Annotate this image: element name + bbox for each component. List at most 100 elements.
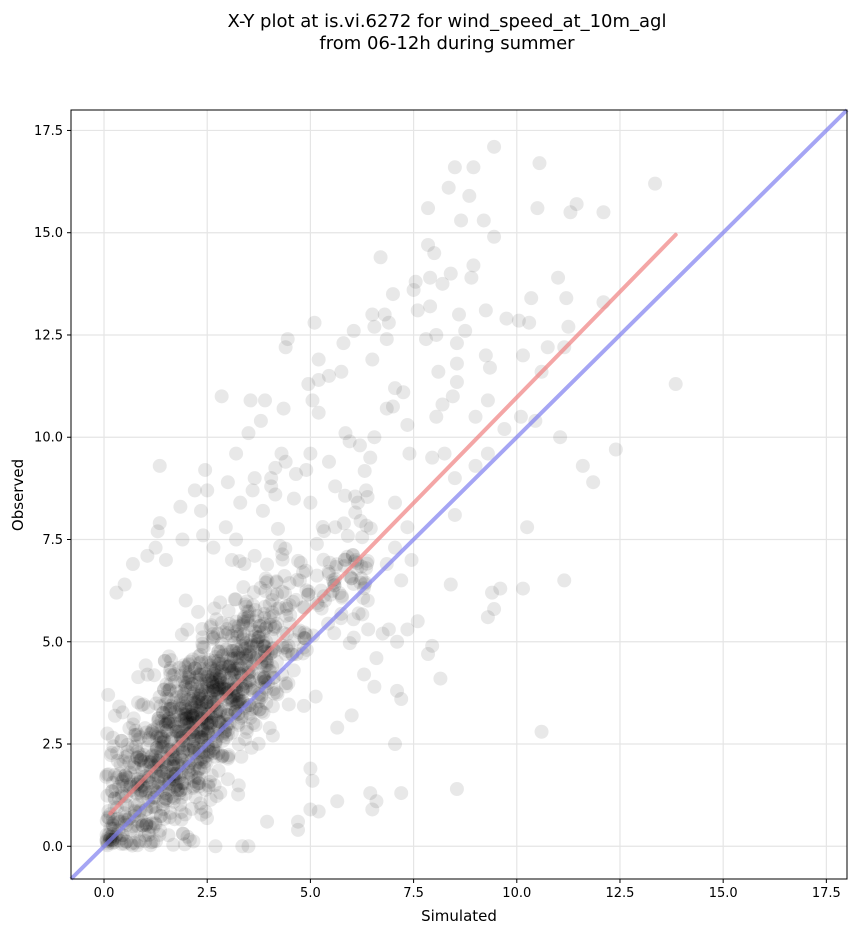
data-point [139,817,154,832]
data-point [160,751,175,766]
data-point [156,739,171,754]
data-point [192,667,207,682]
data-point [163,660,178,675]
data-point [396,385,411,400]
data-point [429,409,444,424]
data-point [226,693,241,708]
data-point [276,401,291,416]
data-point [268,620,283,635]
data-point [173,783,188,798]
data-point [418,332,433,347]
data-point [229,662,244,677]
data-point [174,627,189,642]
data-point [369,651,384,666]
data-point [219,642,234,657]
data-point [191,776,206,791]
data-point [163,805,178,820]
data-point [289,592,304,607]
data-point [156,802,171,817]
data-point [202,689,217,704]
data-point [259,621,274,636]
data-point [183,691,198,706]
data-point [221,647,236,662]
data-point [149,730,164,745]
data-point [105,821,120,836]
data-point [205,675,220,690]
data-point [198,782,213,797]
y-tick-label: 5.0 [42,635,63,650]
data-point [311,804,326,819]
data-point [229,446,244,461]
data-point [241,661,256,676]
data-point [172,720,187,735]
data-point [194,696,209,711]
data-point [160,701,175,716]
data-point [287,633,302,648]
data-point [160,683,175,698]
data-point [145,780,160,795]
data-point [232,651,247,666]
data-point [266,609,281,624]
data-point [230,646,245,661]
data-point [334,590,349,605]
data-point [255,638,270,653]
data-point [328,479,343,494]
data-point [286,491,301,506]
data-point [191,649,206,664]
data-point [191,776,206,791]
data-point [296,630,311,645]
data-point [485,585,500,600]
data-point [259,651,274,666]
data-point [172,660,187,675]
data-point [199,676,214,691]
data-point [240,613,255,628]
data-point [367,319,382,334]
data-point [165,668,180,683]
data-point [240,610,255,625]
data-point [499,311,514,326]
data-point [140,667,155,682]
data-point [379,401,394,416]
data-point [169,723,184,738]
data-point [575,458,590,473]
data-point [211,657,226,672]
data-point [487,229,502,244]
data-point [394,692,409,707]
data-point [178,701,193,716]
data-point [152,827,167,842]
data-point [235,682,250,697]
data-point [241,426,256,441]
data-point [184,801,199,816]
data-point [227,665,242,680]
data-point [153,809,168,824]
data-point [242,604,257,619]
data-point [243,618,258,633]
data-point [208,671,223,686]
data-point [200,695,215,710]
data-point [239,636,254,651]
data-point [144,723,159,738]
data-point [218,520,233,535]
data-point [206,741,221,756]
data-point [260,814,275,829]
data-point [334,364,349,379]
data-point [263,646,278,661]
data-point [160,714,175,729]
data-point [281,697,296,712]
data-point [186,834,201,849]
data-point [493,581,508,596]
data-point [156,765,171,780]
data-point [242,706,257,721]
data-point [220,475,235,490]
data-point [239,594,254,609]
data-point [194,503,209,518]
data-point [178,660,193,675]
data-point [322,555,337,570]
data-point [449,336,464,351]
data-point [206,632,221,647]
data-point [162,714,177,729]
data-point [104,745,119,760]
data-point [156,705,171,720]
data-point [219,730,234,745]
data-point [107,708,122,723]
